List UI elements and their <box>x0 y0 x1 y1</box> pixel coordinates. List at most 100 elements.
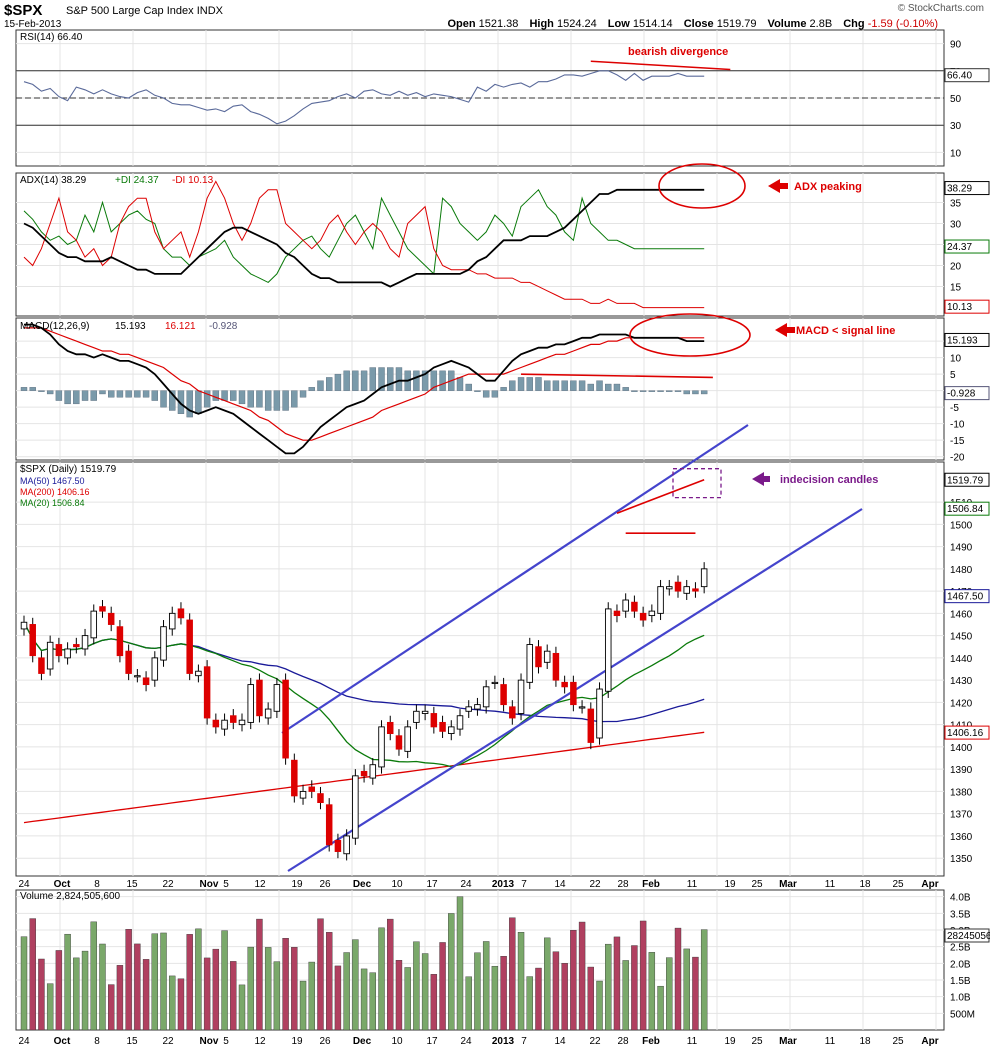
y-tick-label: 1430 <box>950 676 973 687</box>
candle-body <box>203 666 211 719</box>
candle-body <box>561 681 568 688</box>
volume-bar <box>73 957 80 1031</box>
x-tick-label: 22 <box>162 879 174 890</box>
y-tick-label: 35 <box>950 198 962 209</box>
volume-current-label-box <box>944 928 990 943</box>
y-tick-label: 1400 <box>950 743 973 754</box>
macd-histogram-bar <box>107 390 115 398</box>
volume-bar <box>352 939 359 1031</box>
rsi-divergence-line <box>590 60 731 71</box>
adx-current-label: 38.29 <box>947 184 972 195</box>
candle-body <box>142 677 150 686</box>
macd-histogram-bar <box>517 377 525 391</box>
macd-histogram-bar <box>273 390 281 411</box>
x-tick-label: 18 <box>859 1036 871 1047</box>
candle-body <box>430 713 438 728</box>
volume-bar <box>491 965 499 1031</box>
macd-histogram-bar <box>683 390 690 395</box>
candle-body <box>29 624 36 657</box>
y-tick-label: 20 <box>950 262 962 273</box>
macd-arrow-icon <box>775 323 795 337</box>
macd-histogram-legend: -0.928 <box>209 321 238 332</box>
candle-body <box>299 790 307 799</box>
minus-di-current-label: 10.13 <box>947 302 972 313</box>
x-tick-label: 14 <box>554 1036 566 1047</box>
candle-body <box>386 721 394 734</box>
rsi-line <box>23 70 705 125</box>
candle-body <box>700 568 708 588</box>
y-tick-label: 1490 <box>950 543 973 554</box>
exchange-name: INDX <box>196 5 223 17</box>
volume-bar <box>448 913 455 1031</box>
macd-histogram-bar <box>648 390 656 392</box>
x-tick-label: 19 <box>291 879 303 890</box>
candle-body <box>334 839 342 852</box>
volume-bar <box>474 952 481 1031</box>
candle-body <box>474 704 481 710</box>
x-tick-label: Nov <box>200 879 219 890</box>
volume-bar <box>456 896 464 1031</box>
candle-body <box>509 706 516 719</box>
macd-histogram-bar <box>343 370 350 391</box>
x-tick-label: Oct <box>54 1036 71 1047</box>
candle-body <box>264 708 272 719</box>
macd-signal-line <box>24 327 705 441</box>
candle-body <box>413 710 420 723</box>
x-tick-label: 19 <box>724 1036 736 1047</box>
macd-histogram-bar <box>160 390 167 408</box>
rsi-annotation: bearish divergence <box>628 46 728 58</box>
x-tick-label: 22 <box>589 879 601 890</box>
y-tick-label: 1460 <box>950 609 973 620</box>
candle-body <box>648 610 656 617</box>
volume-bar <box>683 948 690 1031</box>
x-tick-label: 25 <box>892 1036 904 1047</box>
candle-body <box>317 793 324 803</box>
macd-histogram-bar <box>631 390 638 392</box>
macd-histogram-bar <box>142 390 150 398</box>
ma200-legend: MA(200) 1406.16 <box>20 487 90 497</box>
volume-bar <box>317 918 324 1031</box>
macd-histogram-bar <box>221 390 228 401</box>
candle-body <box>683 586 690 594</box>
candle-body <box>81 635 89 650</box>
y-tick-label: -15 <box>950 436 965 447</box>
candle-body <box>212 719 220 728</box>
volume-bar <box>230 961 237 1031</box>
indecision-box <box>672 468 722 499</box>
volume-legend: Volume 2,824,505,600 <box>20 891 121 902</box>
volume-bar <box>605 943 612 1031</box>
macd-histogram-bar <box>195 390 202 414</box>
candle-body <box>552 652 560 681</box>
y-tick-label: 5 <box>950 370 956 381</box>
y-tick-label: 3.5B <box>950 909 971 920</box>
ma20-current-label-box <box>944 501 990 516</box>
y-tick-label: 1390 <box>950 765 973 776</box>
macd-histogram-bar <box>151 390 159 401</box>
candle-body <box>674 581 682 592</box>
adx-arrow-icon <box>768 179 788 193</box>
macd-histogram-bar <box>578 380 586 391</box>
candle-body <box>587 708 595 743</box>
macd-histogram-bar <box>535 377 542 391</box>
x-tick-label: 8 <box>94 1036 100 1047</box>
open-label: Open <box>447 18 476 30</box>
x-tick-label: 11 <box>825 1036 836 1047</box>
ma20-line <box>23 621 705 768</box>
volume-bar <box>369 972 376 1031</box>
macd-histogram-bar <box>230 390 237 401</box>
price-current-label-box <box>944 472 990 487</box>
low-value: 1514.14 <box>632 18 673 30</box>
price-annotation: indecision candles <box>780 474 878 486</box>
ma50-current-label: 1467.50 <box>947 592 984 603</box>
y-tick-label: -5 <box>950 403 959 414</box>
candle-body <box>543 650 551 663</box>
ma200-current-label: 1406.16 <box>947 728 984 739</box>
candle-body <box>631 601 638 612</box>
x-tick-label: 5 <box>223 879 229 890</box>
y-tick-label: -10 <box>950 420 965 431</box>
candle-body <box>186 619 193 674</box>
volume-bar <box>404 967 411 1031</box>
price-current-label: 1519.79 <box>947 475 984 486</box>
macd-histogram-bar <box>212 390 220 401</box>
candle-body <box>439 721 446 732</box>
